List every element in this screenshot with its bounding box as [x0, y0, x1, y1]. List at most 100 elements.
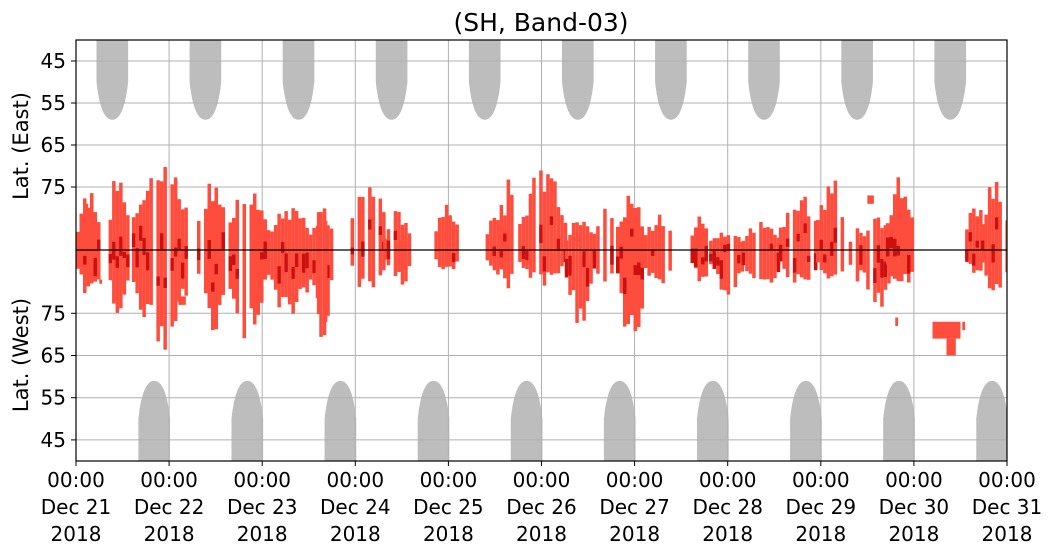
echo-column	[582, 221, 586, 321]
echo-core	[228, 256, 232, 272]
echo-column	[323, 220, 328, 323]
echo-core	[719, 260, 724, 279]
x-tick-label: 00:00 Dec 25 2018	[413, 468, 484, 546]
echo-column	[589, 232, 593, 284]
echo-core	[880, 258, 884, 278]
echo-core	[712, 251, 717, 269]
echo-column	[592, 233, 597, 264]
echo-column	[840, 217, 845, 272]
x-tick-label-line: 00:00	[606, 468, 664, 492]
echo-column	[204, 208, 208, 294]
echo-core	[211, 282, 215, 292]
echo-column	[280, 218, 285, 297]
echo-column	[532, 177, 536, 273]
echo-column	[316, 212, 321, 315]
x-tick-label: 00:00 Dec 27 2018	[599, 468, 670, 546]
echo-column	[437, 217, 442, 268]
echo-core	[640, 267, 644, 280]
echo-core	[886, 237, 890, 257]
echo-core	[823, 254, 827, 263]
echo-core	[170, 258, 174, 271]
echo-column	[690, 235, 694, 261]
echo-column	[273, 225, 278, 290]
daylight-region-east	[282, 40, 315, 120]
echo-core	[796, 233, 800, 242]
echo-column	[163, 167, 167, 350]
echo-column	[848, 241, 853, 265]
echo-core	[975, 240, 980, 248]
x-tick-label-line: 00:00	[885, 468, 943, 492]
echo-column	[769, 228, 774, 283]
x-tick-label-line: 2018	[795, 522, 846, 546]
echo-column	[603, 208, 607, 282]
echo-column	[896, 177, 900, 281]
echo-core	[701, 257, 705, 265]
echo-column	[145, 190, 150, 304]
echo-patch	[99, 279, 103, 284]
echo-column	[694, 227, 698, 269]
echo-column	[792, 209, 797, 283]
echo-core	[896, 245, 900, 256]
echo-core	[980, 240, 985, 250]
echo-column	[661, 226, 665, 284]
echo-core	[525, 251, 529, 261]
x-tick-label-line: Dec 23	[227, 495, 298, 519]
echo-column	[79, 213, 83, 275]
echo-column	[752, 232, 756, 279]
echo-column	[585, 226, 590, 302]
x-tick-label-line: 2018	[51, 522, 102, 546]
echo-column	[640, 226, 644, 309]
echo-core	[122, 251, 127, 258]
echo-core	[568, 255, 572, 276]
echo-column	[998, 201, 1002, 288]
echo-column	[830, 193, 834, 277]
echo-core	[907, 254, 911, 274]
echo-column	[826, 186, 831, 279]
x-tick-label-line: 00:00	[699, 468, 757, 492]
echo-column	[235, 199, 239, 314]
echo-column	[496, 220, 500, 275]
echo-core	[312, 260, 316, 274]
echo-core	[806, 255, 811, 262]
x-tick-label-line: Dec 31	[972, 495, 1043, 519]
echo-column	[404, 240, 408, 282]
echo-column	[170, 184, 174, 327]
echo-column	[211, 201, 215, 331]
echo-core	[994, 217, 999, 230]
echo-core	[145, 252, 150, 271]
echo-core	[126, 254, 130, 268]
echo-column	[270, 231, 274, 280]
echo-column	[866, 230, 870, 290]
echo-column	[521, 216, 526, 268]
echo-core	[112, 241, 116, 260]
echo-core	[716, 257, 720, 266]
echo-column	[455, 224, 459, 262]
echo-patch	[946, 338, 956, 356]
x-tick-label: 00:00 Dec 24 2018	[320, 468, 391, 546]
echo-column	[893, 194, 897, 279]
echo-column	[256, 209, 260, 315]
x-tick-label-line: 00:00	[233, 468, 291, 492]
x-ticks: 00:00 Dec 21 2018 00:00 Dec 22 2018 00:00 Dec 2…	[41, 461, 1043, 546]
echo-column	[654, 225, 658, 279]
x-tick-label-line: 2018	[423, 522, 474, 546]
echo-core	[813, 253, 818, 271]
echo-column	[142, 200, 146, 317]
echo-column	[575, 222, 579, 323]
echo-core	[610, 245, 614, 265]
echo-column	[180, 209, 185, 289]
y-tick-label: 55	[41, 91, 66, 115]
daylight-region-east	[655, 40, 687, 120]
echo-column	[647, 226, 651, 276]
echo-column	[357, 196, 362, 287]
echo-patch	[867, 195, 874, 204]
y-tick-label: 65	[41, 133, 66, 157]
y-axis-label-east: Lat. (East)	[9, 92, 33, 200]
echo-column	[506, 179, 511, 289]
echo-core	[769, 243, 774, 251]
echo-column	[228, 222, 232, 289]
echo-column	[301, 217, 306, 288]
x-tick-label-line: 2018	[702, 522, 753, 546]
echo-column	[578, 225, 583, 309]
echo-column	[816, 220, 820, 263]
